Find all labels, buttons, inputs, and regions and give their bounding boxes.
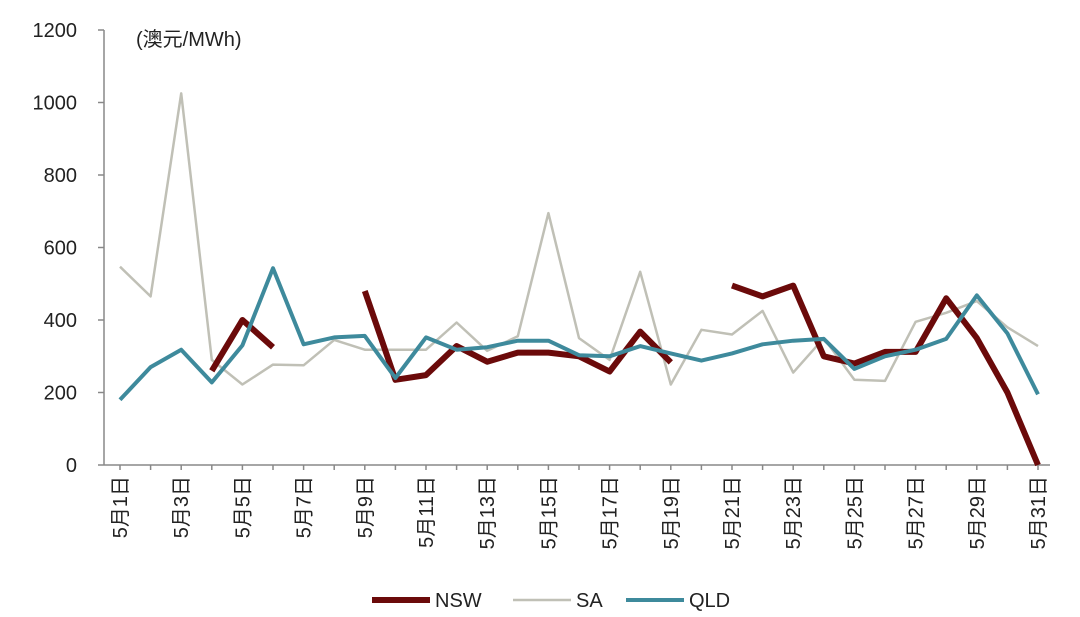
x-tick-label: 5月13日 [477,476,499,549]
x-tick-label: 5月17日 [600,476,622,549]
x-tick-label-group: 5月15日 [538,476,560,549]
x-tick-label: 5月1日 [110,476,132,538]
x-tick-label: 5月25日 [844,476,866,549]
x-tick-label: 5月21日 [722,476,744,549]
y-tick-label: 1200 [33,20,78,42]
x-tick-label-group: 5月7日 [294,476,316,538]
y-tick-label: 0 [66,455,77,477]
legend-label-nsw: NSW [435,590,482,612]
series-lines [118,92,1041,467]
x-tick-label-group: 5月27日 [906,476,928,549]
y-axis-ticks: 0 200 400 600 800 1000 1200 [33,20,104,477]
x-tick-label-group: 5月31日 [1028,476,1050,549]
x-tick-label: 5月29日 [967,476,989,549]
x-tick-label: 5月19日 [661,476,683,549]
x-axis-ticks: 5月1日 5月3日 5月5日 5月7日 5月9日 5月11日 5月13日 5月15日 5月17日… [110,465,1050,549]
x-tick-label-group: 5月9日 [355,476,377,538]
series-line-nsw [361,290,673,383]
x-tick-label: 5月11日 [416,476,438,548]
axes: (澳元/MWh) [103,28,1050,466]
y-axis-unit-label: (澳元/MWh) [136,28,242,51]
series-line-qld [118,266,1040,402]
y-tick-label: 600 [44,238,77,260]
legend: NSW SA QLD [372,590,730,612]
legend-label-qld: QLD [689,590,730,612]
x-tick-label-group: 5月29日 [967,476,989,549]
series-line-sa [119,92,1039,386]
y-tick-label: 1000 [33,93,78,115]
x-tick-label-group: 5月1日 [110,476,132,538]
x-tick-label: 5月3日 [171,476,193,538]
x-tick-label-group: 5月25日 [844,476,866,549]
x-tick-label-group: 5月11日 [416,476,438,548]
x-tick-label-group: 5月23日 [783,476,805,549]
x-tick-label: 5月27日 [906,476,928,549]
x-tick-label: 5月15日 [538,476,560,549]
y-tick-label: 400 [44,310,77,332]
x-tick-label-group: 5月21日 [722,476,744,549]
x-tick-label: 5月9日 [355,476,377,538]
x-tick-label-group: 5月3日 [171,476,193,538]
x-tick-label: 5月7日 [294,476,316,538]
x-tick-label: 5月5日 [232,476,254,538]
x-tick-label-group: 5月5日 [232,476,254,538]
x-tick-label-group: 5月13日 [477,476,499,549]
series-line-nsw [731,282,1041,467]
legend-label-sa: SA [576,590,603,612]
x-tick-label: 5月23日 [783,476,805,549]
x-tick-label-group: 5月19日 [661,476,683,549]
x-tick-label: 5月31日 [1028,476,1050,549]
y-tick-label: 800 [44,165,77,187]
x-tick-label-group: 5月17日 [600,476,622,549]
y-tick-label: 200 [44,383,77,405]
series-line-nsw [209,317,275,373]
